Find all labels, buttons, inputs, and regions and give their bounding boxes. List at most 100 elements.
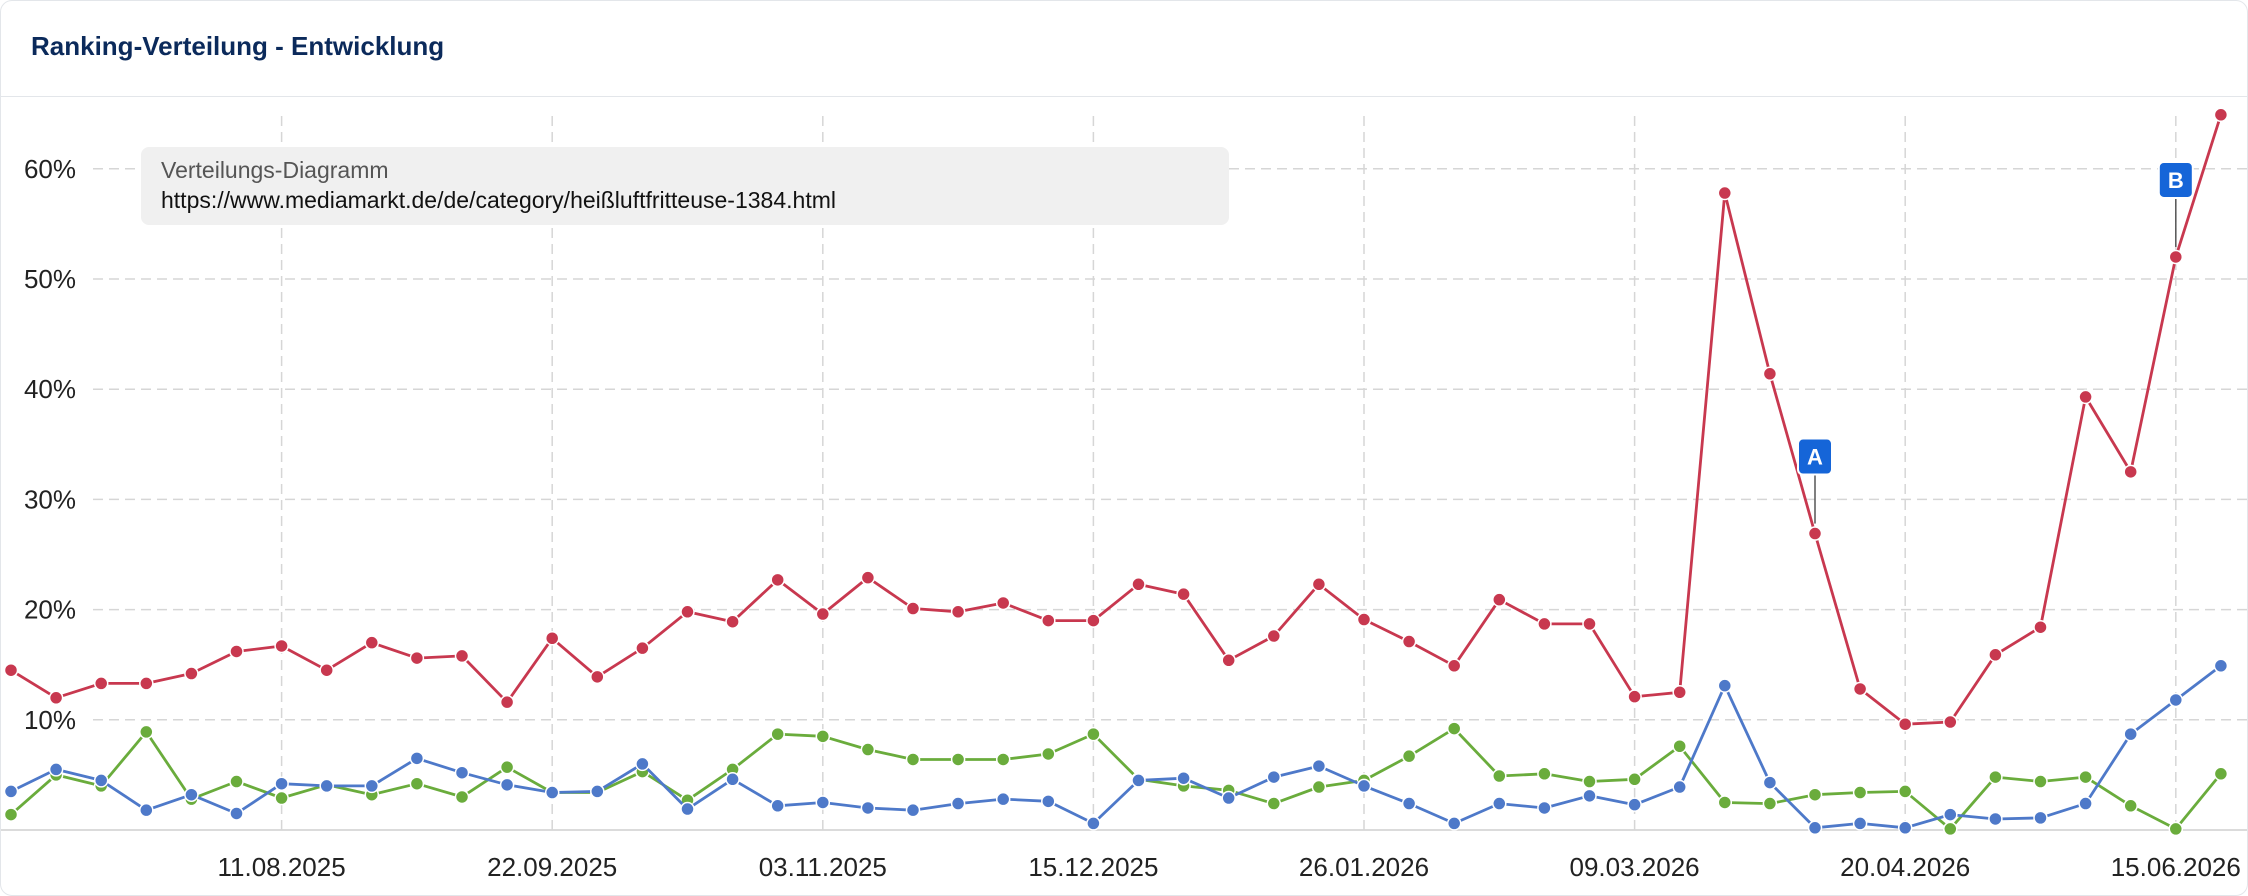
data-point (274, 790, 289, 806)
x-tick-label: 20.04.2026 (1840, 852, 1970, 882)
data-point (1807, 526, 1823, 541)
data-point (274, 776, 289, 791)
data-point (1672, 685, 1687, 700)
data-point (1266, 796, 1282, 811)
data-point (454, 789, 470, 805)
data-point (770, 572, 785, 588)
data-point (2168, 692, 2184, 708)
series-2 (3, 721, 2229, 837)
data-point (2033, 810, 2048, 826)
data-point (1807, 820, 1823, 836)
grid-layer: 10% 20% 30% 40% 50% 60% 11.08.2025 22.09.2025 03… (1, 116, 2247, 882)
data-point (725, 614, 740, 629)
data-point (2168, 249, 2184, 265)
chart-legend: Verteilungs-Diagramm https://www.mediama… (141, 147, 1229, 225)
data-point (1492, 768, 1507, 784)
data-point (860, 742, 876, 757)
data-point (139, 802, 154, 818)
data-point (1537, 800, 1552, 816)
data-point (1897, 820, 1913, 836)
x-tick-label: 26.01.2026 (1299, 852, 1429, 882)
series-line (10, 114, 2223, 726)
data-point (2078, 769, 2093, 785)
legend-title: Verteilungs-Diagramm (161, 157, 389, 183)
data-point (1897, 784, 1913, 799)
data-point (1897, 716, 1913, 732)
data-point (229, 774, 244, 789)
data-point (1988, 811, 2003, 827)
x-tick-label: 15.12.2025 (1028, 852, 1158, 882)
annotation-flag-a: A (1797, 437, 1833, 524)
data-point (93, 773, 109, 788)
data-point (319, 778, 334, 794)
data-point (590, 784, 605, 799)
card-title: Ranking-Verteilung - Entwicklung (31, 31, 445, 61)
data-point (770, 726, 785, 742)
data-point (184, 787, 199, 802)
y-tick-label: 50% (24, 264, 76, 294)
data-point (409, 650, 425, 666)
data-point (1852, 816, 1868, 831)
data-point (499, 694, 515, 710)
data-point (905, 601, 921, 616)
data-point (1446, 721, 1462, 736)
x-tick-label: 22.09.2025 (487, 852, 617, 882)
x-tick-label: 11.08.2025 (217, 852, 345, 882)
data-point (3, 784, 19, 799)
data-point (1086, 613, 1101, 628)
data-point (1356, 778, 1372, 794)
data-point (1446, 816, 1462, 831)
data-point (93, 676, 109, 691)
data-point (1266, 628, 1282, 644)
data-point (1943, 807, 1958, 822)
data-point (1943, 714, 1958, 730)
data-point (454, 648, 470, 664)
data-point (635, 756, 650, 772)
data-point (1492, 592, 1507, 607)
data-point (1717, 185, 1733, 201)
data-point (2213, 107, 2229, 123)
data-point (3, 662, 19, 678)
data-point (1311, 779, 1327, 795)
data-point (1807, 787, 1823, 802)
data-point (1762, 775, 1778, 790)
series-layer (3, 107, 2229, 837)
data-point (454, 765, 470, 780)
data-point (1762, 366, 1778, 382)
y-tick-label: 20% (24, 595, 76, 625)
data-point (1627, 772, 1642, 787)
y-tick-label: 40% (24, 374, 76, 404)
data-point (995, 791, 1011, 807)
data-point (1356, 612, 1372, 627)
data-point (1131, 773, 1146, 788)
data-point (1401, 634, 1417, 649)
data-point (1041, 746, 1056, 762)
data-point (815, 729, 831, 744)
data-point (770, 798, 785, 814)
data-point (1537, 766, 1552, 782)
data-point (184, 666, 199, 681)
data-point (544, 785, 560, 800)
data-point (1672, 738, 1687, 754)
data-point (1401, 748, 1417, 764)
data-point (1988, 769, 2003, 785)
data-point (409, 776, 425, 791)
data-point (499, 777, 515, 793)
annotation-flag-b: B (2157, 160, 2194, 247)
data-point (2213, 766, 2229, 782)
flag-label: A (1807, 445, 1823, 470)
data-point (2078, 389, 2093, 405)
data-point (1176, 770, 1191, 786)
card-header: Ranking-Verteilung - Entwicklung (1, 1, 2247, 97)
data-point (815, 606, 831, 622)
data-point (1627, 797, 1642, 812)
data-point (2033, 774, 2048, 789)
legend-url: https://www.mediamarkt.de/de/category/he… (161, 187, 836, 213)
data-point (2123, 798, 2138, 814)
y-tick-label: 60% (24, 154, 76, 184)
data-point (1131, 577, 1146, 592)
data-point (1176, 586, 1191, 602)
x-tick-label: 03.11.2025 (759, 852, 887, 882)
x-tick-label: 09.03.2026 (1570, 852, 1700, 882)
